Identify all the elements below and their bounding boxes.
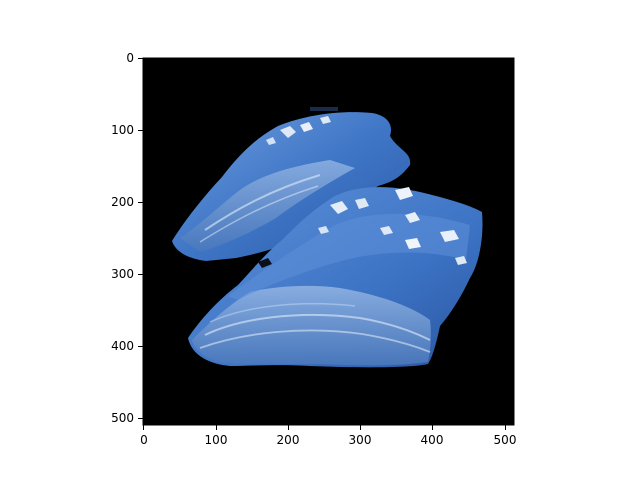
image-panel [143,58,514,425]
front-piece-layers [192,285,431,366]
y-axis: 0 100 200 300 400 500 [111,51,143,425]
pastry-piece-back [172,107,411,261]
x-tick-label: 100 [205,433,228,447]
y-tick-label: 0 [126,51,134,65]
y-tick-label: 300 [111,267,134,281]
pastry-piece-front [188,187,483,368]
x-tick-label: 0 [140,433,148,447]
x-tick-label: 300 [349,433,372,447]
x-tick-label: 500 [494,433,517,447]
y-tick-label: 200 [111,195,134,209]
x-tick-label: 200 [277,433,300,447]
y-tick-label: 400 [111,339,134,353]
axes-frame [142,57,515,426]
x-axis: 0 100 200 300 400 500 [140,425,516,447]
y-tick-label: 500 [111,411,134,425]
x-tick-label: 400 [421,433,444,447]
y-tick-label: 100 [111,123,134,137]
